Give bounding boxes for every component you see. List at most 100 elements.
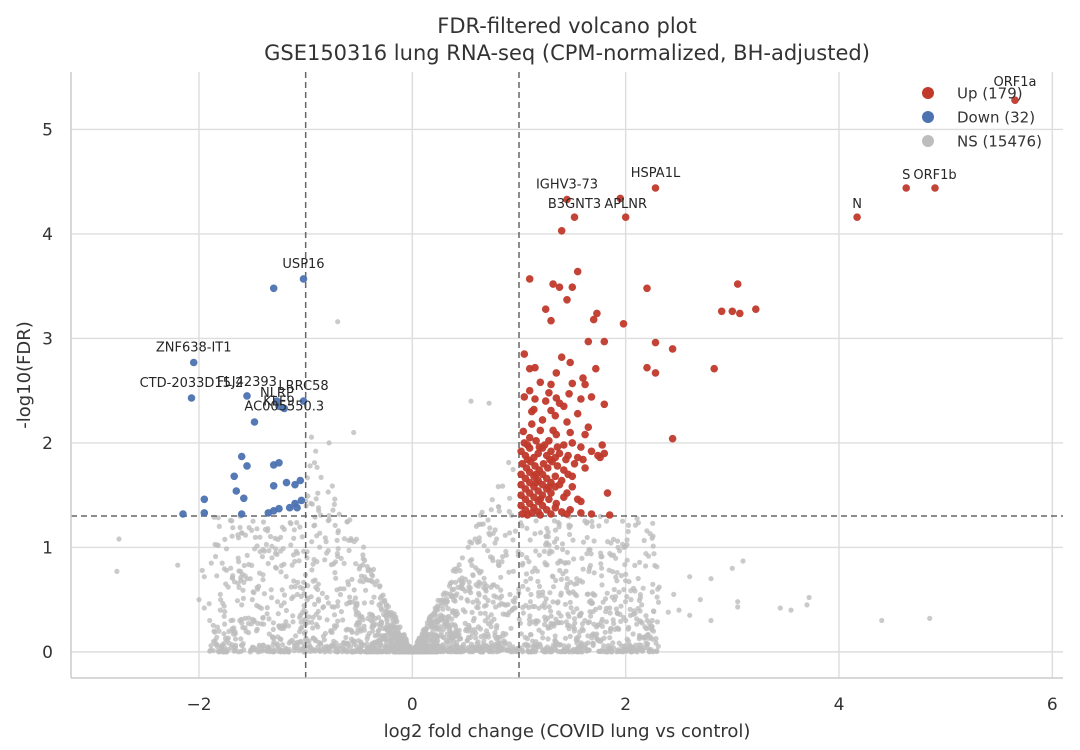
ns-point [566, 643, 572, 649]
ns-point [246, 561, 252, 568]
ns-point [403, 647, 409, 653]
ns-point [309, 619, 315, 626]
ns-point [472, 627, 478, 633]
ns-point [444, 614, 450, 620]
ns-point [495, 484, 501, 490]
up-point [710, 364, 718, 373]
ns-point [294, 550, 301, 556]
ns-point [214, 624, 220, 630]
ns-point [646, 553, 652, 559]
up-point [551, 411, 560, 420]
ns-point [322, 535, 328, 541]
ns-point [654, 648, 660, 654]
gene-label: FLJ42393 [217, 375, 277, 390]
ns-point [523, 571, 530, 577]
up-point [581, 380, 589, 389]
ns-point [495, 504, 501, 510]
ns-point [603, 609, 609, 615]
up-point [853, 213, 861, 221]
ns-point [290, 552, 297, 558]
legend: Up (179) Down (32) NS (15476) [922, 85, 1042, 151]
ns-point [470, 599, 476, 605]
up-point [547, 447, 555, 456]
ns-point [574, 606, 580, 612]
ns-point [481, 543, 487, 549]
ns-point [266, 631, 272, 637]
ns-point [343, 634, 349, 641]
ns-point [655, 643, 661, 650]
ns-point [607, 550, 613, 557]
gene-label: NLRP [260, 386, 294, 401]
ns-point [328, 629, 334, 635]
ns-point [327, 649, 333, 655]
ns-point [483, 588, 489, 594]
ns-point [608, 625, 614, 631]
ns-point [217, 607, 223, 613]
ns-point [469, 540, 475, 546]
up-point [587, 510, 596, 518]
up-point [577, 509, 585, 517]
ns-point [477, 580, 483, 587]
ns-point [316, 647, 322, 653]
ns-point [603, 649, 609, 655]
up-point [651, 184, 660, 192]
down-point [240, 494, 248, 503]
ns-point [324, 617, 330, 623]
y-tick-label: 1 [42, 538, 53, 558]
ns-point [283, 619, 289, 625]
up-point [555, 399, 564, 408]
ns-point [378, 593, 385, 599]
ns-point [671, 591, 677, 598]
gene-label: ORF1b [913, 168, 956, 183]
ns-point [307, 463, 313, 469]
down-point [280, 404, 289, 413]
ns-point [450, 631, 456, 638]
up-point [536, 495, 545, 504]
ns-point [343, 627, 349, 633]
ns-point [612, 626, 618, 633]
ns-point [257, 534, 263, 540]
ns-point [628, 597, 634, 603]
ns-point [482, 594, 488, 600]
ns-point [574, 580, 580, 587]
ns-point [357, 646, 364, 652]
ns-point [290, 619, 296, 625]
ns-point [305, 493, 311, 499]
ns-point [777, 605, 783, 611]
ns-point [345, 582, 352, 588]
ns-point [335, 546, 341, 552]
ns-point [457, 568, 463, 574]
ns-point [382, 648, 388, 654]
ns-point [377, 642, 383, 648]
ns-point [462, 620, 468, 627]
down-point [297, 496, 306, 505]
ns-point [417, 638, 423, 644]
ns-point [598, 561, 604, 567]
down-point [200, 495, 209, 504]
ns-point [344, 519, 350, 525]
ns-point [485, 597, 491, 604]
ns-point [216, 523, 222, 530]
ns-point [337, 591, 343, 598]
up-point [519, 427, 528, 436]
ns-point [240, 595, 246, 602]
ns-point [441, 599, 447, 605]
ns-point [594, 636, 600, 642]
ns-point [610, 640, 616, 646]
up-point [568, 439, 577, 447]
ns-point [530, 638, 536, 644]
ns-point [368, 571, 375, 577]
ns-point [329, 643, 336, 649]
ns-point [508, 512, 515, 518]
ns-point [361, 544, 367, 550]
ns-point [213, 553, 219, 560]
up-point [600, 400, 609, 409]
gene-annotations: ORF1a S ORF1b N HSPA1L IGHV3-73 B3GNT3 APLNR USP… [140, 75, 1037, 414]
ns-point [215, 648, 222, 654]
up-point [531, 395, 539, 403]
gene-label: S [902, 168, 910, 183]
ns-point [536, 583, 543, 590]
ns-point [353, 601, 359, 608]
ns-point [563, 568, 569, 574]
ns-point [454, 631, 460, 637]
